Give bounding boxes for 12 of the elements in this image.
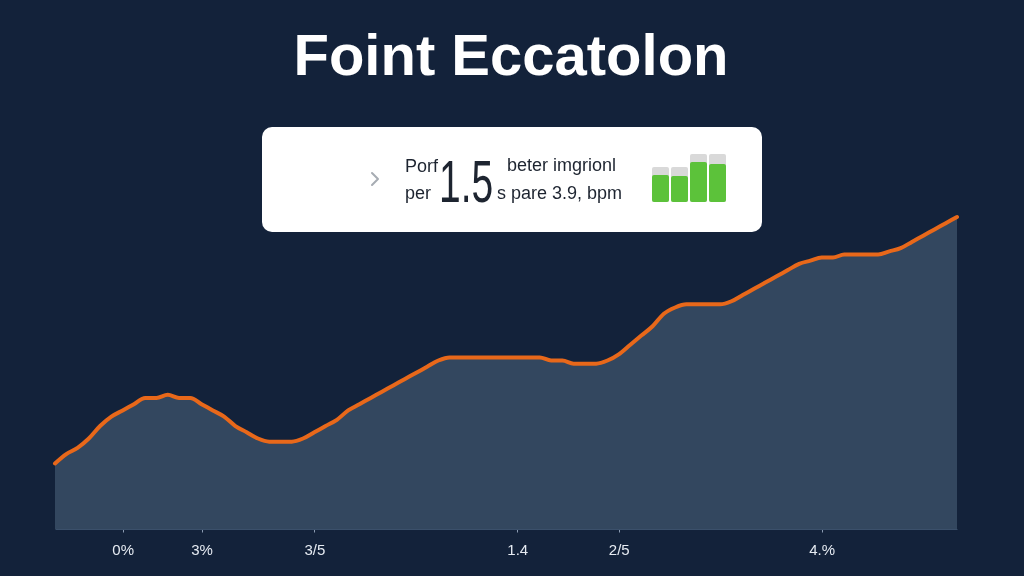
x-tick-label: 0%: [112, 540, 134, 558]
x-tick-label: 3/5: [304, 540, 326, 558]
text: s pare 3.9, bpm: [497, 183, 623, 203]
x-tick-label: 2/5: [608, 540, 630, 558]
text: 1.5: [439, 149, 494, 215]
chart-title: Foint Eccatolon: [293, 22, 729, 87]
x-tick-label: 3%: [191, 540, 213, 558]
x-tick-label: 1.4: [507, 540, 529, 558]
text: Porf: [405, 156, 439, 176]
text: per: [405, 183, 432, 203]
x-tick-label: 4.%: [809, 540, 836, 558]
text: beter imgrionl: [507, 155, 617, 175]
